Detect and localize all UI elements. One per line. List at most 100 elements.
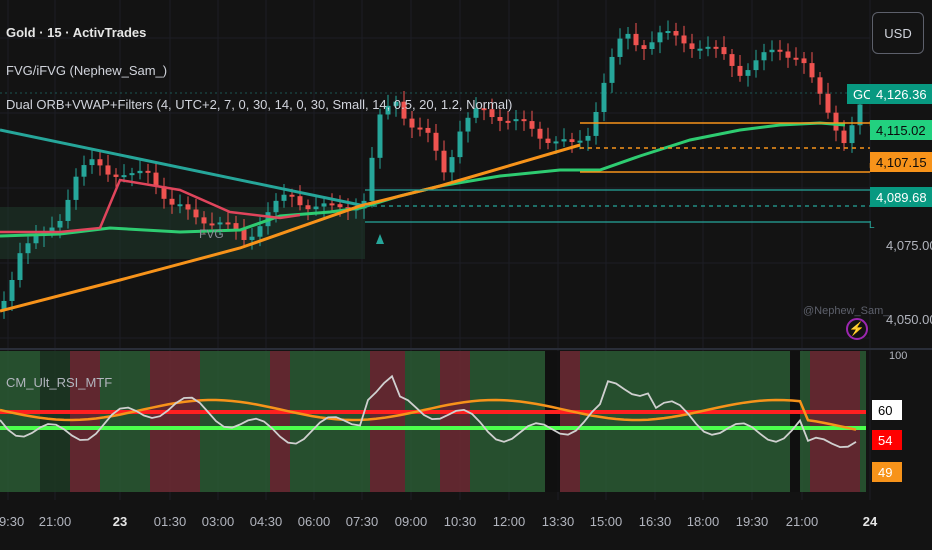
- candle-body: [369, 157, 375, 201]
- candle-body: [401, 101, 407, 119]
- rsi-zone: [800, 351, 810, 492]
- candle-body: [625, 33, 631, 39]
- candle-body: [377, 114, 383, 158]
- rsi-zone: [290, 351, 370, 492]
- candle-body: [177, 204, 183, 207]
- candle-body: [233, 223, 239, 230]
- candle-body: [225, 222, 231, 225]
- rsi-zone: [100, 351, 150, 492]
- candle-body: [641, 45, 647, 49]
- candle-body: [121, 175, 127, 178]
- time-tick: 24: [862, 514, 878, 529]
- candle-body: [425, 127, 431, 133]
- time-tick: 04:30: [249, 514, 283, 529]
- candle-body: [169, 198, 175, 205]
- lightning-bolt-icon[interactable]: ⚡: [846, 318, 868, 340]
- indicator-fvg-legend[interactable]: FVG/iFVG (Nephew_Sam_): [6, 63, 168, 78]
- candle-body: [529, 121, 535, 129]
- candle-body: [49, 227, 55, 232]
- candle-body: [569, 139, 575, 143]
- time-tick: 09:00: [394, 514, 428, 529]
- candle-body: [257, 226, 263, 237]
- candle-body: [705, 46, 711, 49]
- candle-body: [137, 170, 143, 174]
- candle-body: [273, 200, 279, 213]
- candle-body: [385, 105, 391, 115]
- candle-body: [513, 119, 519, 122]
- time-tick: 06:00: [297, 514, 331, 529]
- candle-body: [753, 60, 759, 71]
- rsi-signal-label: 49: [872, 462, 902, 482]
- rsi-zone: [70, 351, 100, 492]
- candles: [1, 20, 863, 319]
- candle-body: [649, 42, 655, 49]
- candle-body: [737, 65, 743, 76]
- candle-body: [497, 117, 503, 121]
- fvg-label: FVG: [199, 227, 224, 241]
- candle-body: [857, 104, 863, 126]
- candle-body: [321, 203, 327, 207]
- candle-body: [9, 279, 15, 301]
- rsi-zone: [440, 351, 470, 492]
- time-tick: 15:00: [589, 514, 623, 529]
- rsi-zone: [150, 351, 200, 492]
- candle-body: [113, 174, 119, 177]
- candle-body: [481, 108, 487, 111]
- candle-body: [73, 176, 79, 200]
- candle-body: [537, 128, 543, 139]
- candle-body: [809, 63, 815, 78]
- time-tick: 03:00: [201, 514, 235, 529]
- candle-body: [241, 229, 247, 240]
- candle-body: [417, 127, 423, 130]
- candle-body: [673, 31, 679, 36]
- candle-body: [65, 199, 71, 221]
- vwap-price-label: 4,115.02: [870, 120, 932, 140]
- candle-body: [25, 243, 31, 254]
- candle-body: [217, 222, 223, 225]
- rsi-zone: [200, 351, 270, 492]
- time-tick: 16:30: [638, 514, 672, 529]
- time-tick: 21:00: [785, 514, 819, 529]
- rsi-zone: [0, 351, 40, 492]
- currency-button[interactable]: USD: [872, 12, 924, 54]
- candle-body: [577, 140, 583, 143]
- time-tick: 07:30: [345, 514, 379, 529]
- price-tick: 4,050.00: [886, 312, 932, 327]
- time-tick: 21:00: [38, 514, 72, 529]
- indicator-orb-legend[interactable]: Dual ORB+VWAP+Filters (4, UTC+2, 7, 0, 3…: [6, 97, 513, 112]
- orb-mid-line: [0, 178, 301, 234]
- candle-body: [609, 56, 615, 83]
- candle-body: [313, 206, 319, 210]
- candle-body: [729, 54, 735, 66]
- candle-body: [433, 132, 439, 151]
- candle-body: [393, 101, 399, 106]
- rsi-zone: [860, 351, 866, 492]
- candle-body: [665, 31, 671, 34]
- rsi-value-label: 60: [872, 400, 902, 420]
- candle-body: [201, 217, 207, 224]
- price-tick: 4,075.00: [886, 238, 932, 253]
- rsi-background-zones: [0, 351, 866, 492]
- time-tick: 13:30: [541, 514, 575, 529]
- candle-body: [633, 33, 639, 46]
- candle-body: [601, 82, 607, 112]
- time-tick: 19:30: [0, 514, 25, 529]
- rsi-zone: [370, 351, 405, 492]
- rsi-zone: [40, 351, 70, 492]
- rsi-line: [0, 374, 857, 449]
- candle-body: [793, 57, 799, 60]
- rsi-zone: [580, 351, 700, 492]
- candle-body: [681, 35, 687, 44]
- candle-body: [289, 194, 295, 197]
- rsi-signal-line: [0, 398, 857, 431]
- candle-body: [777, 49, 783, 52]
- candle-body: [129, 173, 135, 176]
- symbol-title[interactable]: Gold · 15 · ActivTrades: [6, 25, 147, 40]
- candle-body: [833, 112, 839, 131]
- candle-body: [33, 236, 39, 244]
- rsi-zone: [560, 351, 580, 492]
- candle-body: [849, 125, 855, 144]
- candle-body: [17, 253, 23, 280]
- rsi-legend[interactable]: CM_Ult_RSI_MTF: [6, 375, 113, 390]
